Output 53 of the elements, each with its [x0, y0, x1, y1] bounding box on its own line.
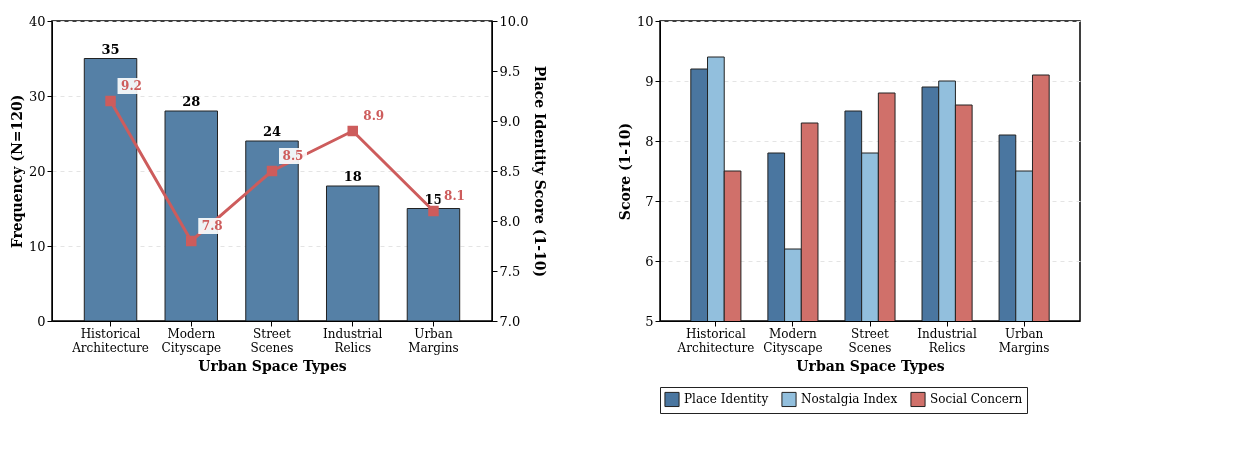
point: [186, 235, 197, 247]
data-label: 9.2: [121, 79, 142, 93]
y-tick-label: 10: [636, 13, 654, 29]
data-label: 18: [343, 169, 362, 184]
legend-label: Nostalgia Index: [801, 392, 898, 407]
y-tick-label: 30: [28, 88, 46, 104]
y-tick-label: 9: [645, 73, 654, 89]
y2-tick-label: 8.0: [499, 213, 521, 229]
data-label: 35: [101, 41, 120, 57]
x-tick-label: Urban Margins: [408, 326, 459, 355]
data-label: 8.9: [363, 109, 385, 123]
data-label: 15: [424, 191, 443, 207]
data-label: 8.1: [444, 189, 465, 203]
bar: [326, 185, 380, 321]
point: [428, 205, 439, 217]
legend-label: Social Concern: [930, 392, 1023, 407]
y2-tick-label: 7.5: [499, 263, 521, 279]
legend-label: Place Identity: [684, 392, 769, 407]
data-label: 24: [262, 124, 282, 139]
x-axis-title: Urban Space Types: [796, 357, 945, 374]
y-axis-title: Frequency (N=120): [8, 94, 25, 249]
y-tick-label: 6: [645, 253, 654, 269]
y2-tick-label: 7.0: [499, 313, 521, 329]
x-tick-label: Street Scenes: [848, 326, 892, 355]
y2-axis-title: Place Identity Score (1-10): [532, 65, 549, 278]
x-tick-label: Street Scenes: [250, 326, 294, 355]
point: [347, 125, 358, 137]
data-label: 28: [182, 94, 201, 109]
y-axis-title: Score (1-10): [616, 122, 633, 221]
point: [105, 95, 116, 107]
x-tick-label: Historical Architecture: [71, 326, 149, 355]
x-tick-label: Modern Cityscape: [763, 326, 823, 355]
y2-tick-label: 9.0: [499, 113, 521, 129]
x-tick-label: Industrial Relics: [323, 326, 383, 355]
bar: [406, 208, 461, 321]
point: [266, 165, 278, 177]
y-tick-label: 8: [645, 133, 654, 149]
x-axis-title: Urban Space Types: [198, 357, 347, 374]
data-label: 8.5: [282, 149, 304, 163]
x-tick-label: Modern Cityscape: [161, 326, 221, 355]
y2-tick-label: 9.5: [499, 63, 521, 79]
y2-tick-label: 8.5: [499, 163, 521, 179]
y-tick-label: 7: [645, 193, 654, 209]
y-tick-label: 10: [28, 238, 46, 254]
y-tick-label: 20: [28, 163, 46, 179]
data-label: 7.8: [201, 219, 223, 233]
x-tick-label: Urban Margins: [998, 326, 1050, 355]
x-tick-label: Industrial Relics: [917, 326, 977, 355]
x-tick-label: Historical Architecture: [676, 326, 755, 355]
y2-tick-label: 10.0: [499, 13, 529, 29]
y-tick-label: 0: [37, 313, 46, 329]
y-tick-label: 5: [645, 313, 654, 329]
y-tick-label: 40: [28, 13, 46, 29]
